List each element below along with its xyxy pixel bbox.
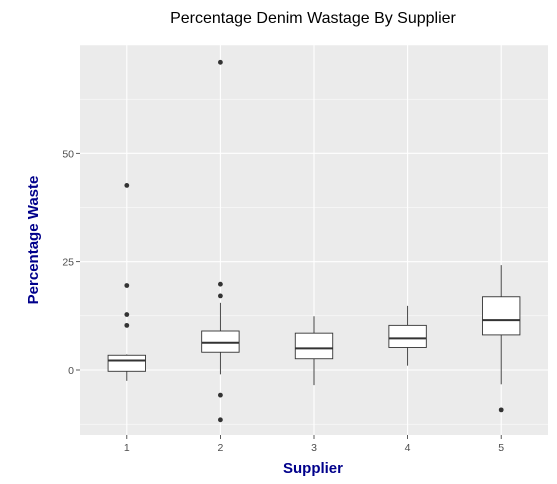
outlier-point bbox=[218, 281, 223, 287]
x-tick-label: 3 bbox=[311, 442, 317, 454]
outlier-point bbox=[218, 59, 223, 65]
y-tick-label: 25 bbox=[62, 257, 74, 269]
iqr-box bbox=[107, 354, 146, 372]
outlier-point bbox=[124, 322, 130, 328]
outlier-point bbox=[124, 183, 130, 188]
box-supplier-4 bbox=[388, 305, 427, 366]
chart-title: Percentage Denim Wastage By Supplier bbox=[170, 10, 456, 27]
y-axis-title: Percentage Waste bbox=[25, 176, 42, 305]
outlier-point bbox=[218, 293, 223, 299]
iqr-box bbox=[294, 332, 334, 360]
box-supplier-1 bbox=[107, 183, 146, 381]
iqr-box bbox=[388, 324, 427, 348]
x-tick-label: 2 bbox=[217, 442, 223, 454]
outlier-point bbox=[218, 392, 223, 398]
iqr-box bbox=[482, 296, 521, 336]
x-tick-label: 1 bbox=[124, 442, 130, 454]
outlier-point bbox=[498, 407, 504, 413]
boxes bbox=[107, 59, 521, 423]
y-tick-label: 0 bbox=[68, 365, 74, 377]
outlier-point bbox=[124, 283, 130, 288]
iqr-box bbox=[201, 330, 240, 353]
box-supplier-5 bbox=[482, 265, 521, 413]
x-axis-title: Supplier bbox=[283, 460, 343, 477]
y-tick-label: 50 bbox=[62, 148, 74, 160]
axes: 0 25 50 1 2 3 4 5 bbox=[62, 148, 504, 454]
outlier-point bbox=[218, 417, 223, 423]
outlier-point bbox=[124, 312, 130, 317]
x-tick-label: 4 bbox=[405, 442, 411, 454]
box-supplier-2 bbox=[201, 59, 240, 423]
box-supplier-3 bbox=[294, 316, 334, 386]
x-tick-label: 5 bbox=[498, 442, 504, 454]
